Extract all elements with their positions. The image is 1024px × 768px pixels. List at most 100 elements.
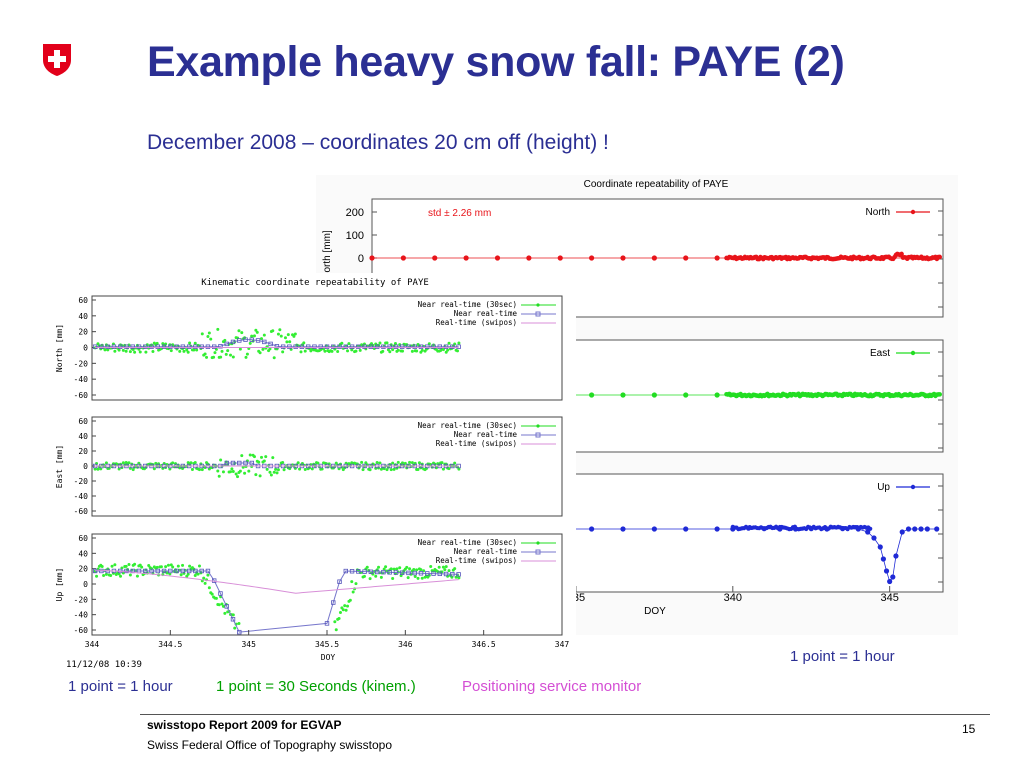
- data-point: [278, 328, 282, 332]
- data-point: [234, 472, 238, 476]
- data-point: [217, 603, 221, 607]
- data-point: [111, 344, 117, 349]
- y-tick-label: -40: [74, 611, 89, 620]
- data-point: [387, 344, 392, 349]
- data-point: [207, 586, 211, 590]
- data-point: [197, 564, 201, 568]
- data-point: [228, 353, 232, 357]
- data-point: [350, 580, 354, 584]
- data-point: [347, 342, 351, 346]
- data-point: [161, 466, 165, 470]
- data-point: [237, 338, 242, 343]
- data-point: [406, 344, 411, 349]
- y-tick-label: -20: [74, 595, 89, 604]
- y-tick-label: 40: [78, 432, 88, 441]
- data-point: [192, 348, 196, 352]
- data-point: [206, 335, 210, 339]
- data-point: [356, 344, 361, 349]
- data-point: [343, 344, 348, 349]
- data-point: [237, 621, 241, 625]
- data-point: [105, 344, 110, 349]
- data-point: [392, 467, 396, 471]
- data-point: [252, 455, 256, 459]
- data-point: [133, 350, 137, 354]
- data-point: [651, 255, 657, 261]
- data-point: [288, 340, 292, 344]
- data-point: [102, 573, 106, 577]
- data-point: [248, 341, 252, 345]
- data-point: [230, 460, 236, 466]
- data-point: [419, 568, 423, 572]
- series-line: [95, 570, 459, 633]
- data-point: [241, 465, 245, 469]
- data-point: [349, 569, 355, 574]
- data-point: [224, 460, 229, 466]
- data-point: [389, 468, 393, 472]
- data-point: [161, 568, 167, 574]
- data-point: [237, 329, 241, 333]
- data-point: [110, 564, 114, 568]
- data-point: [231, 613, 235, 617]
- data-point: [337, 344, 342, 349]
- caption-left-hourly: 1 point = 1 hour: [68, 678, 173, 695]
- y-tick-label: -20: [74, 477, 89, 486]
- data-point: [362, 344, 367, 349]
- data-point: [127, 461, 131, 465]
- data-point: [425, 571, 430, 576]
- legend-label: Near real-time: [454, 309, 518, 318]
- y-tick-label: 60: [78, 417, 88, 426]
- data-point: [104, 461, 108, 465]
- data-point: [440, 461, 444, 465]
- data-point: [124, 568, 129, 574]
- data-point: [392, 567, 396, 571]
- data-point: [99, 344, 104, 349]
- data-point: [221, 604, 225, 608]
- data-point: [214, 596, 218, 600]
- data-point: [447, 467, 451, 471]
- data-point: [223, 611, 227, 615]
- data-point: [219, 355, 223, 359]
- data-point: [143, 344, 148, 349]
- data-point: [351, 590, 355, 594]
- y-axis-label: East [mm]: [55, 445, 64, 488]
- data-point: [275, 471, 279, 475]
- data-point: [589, 526, 595, 532]
- data-point: [174, 568, 179, 574]
- data-point: [425, 344, 430, 349]
- legend-label: North: [866, 207, 890, 218]
- data-point: [193, 341, 197, 345]
- data-point: [155, 341, 159, 345]
- data-point: [379, 575, 383, 579]
- data-point: [264, 455, 268, 459]
- data-point: [190, 467, 194, 471]
- data-point: [354, 582, 358, 586]
- data-point: [396, 460, 400, 464]
- data-point: [265, 467, 269, 471]
- data-point: [589, 392, 595, 398]
- data-point: [333, 620, 337, 624]
- data-point: [155, 344, 160, 349]
- data-point: [412, 344, 417, 349]
- data-point: [262, 333, 266, 337]
- data-point: [247, 469, 251, 473]
- data-point: [868, 526, 873, 531]
- data-point: [418, 571, 424, 576]
- data-point: [117, 348, 121, 352]
- data-point: [393, 570, 399, 575]
- data-point: [231, 469, 235, 473]
- data-point: [415, 349, 419, 353]
- data-point: [412, 570, 417, 576]
- y-tick-label: -40: [74, 492, 89, 501]
- data-point: [220, 602, 224, 606]
- data-point: [155, 568, 160, 574]
- data-point: [323, 349, 327, 353]
- data-point: [171, 461, 175, 465]
- data-point: [206, 573, 210, 577]
- data-point: [133, 562, 137, 566]
- data-point: [447, 341, 451, 345]
- data-point: [494, 255, 501, 261]
- data-point: [128, 466, 132, 470]
- legend-marker: [910, 209, 916, 215]
- data-point: [258, 474, 262, 478]
- data-point: [100, 565, 104, 569]
